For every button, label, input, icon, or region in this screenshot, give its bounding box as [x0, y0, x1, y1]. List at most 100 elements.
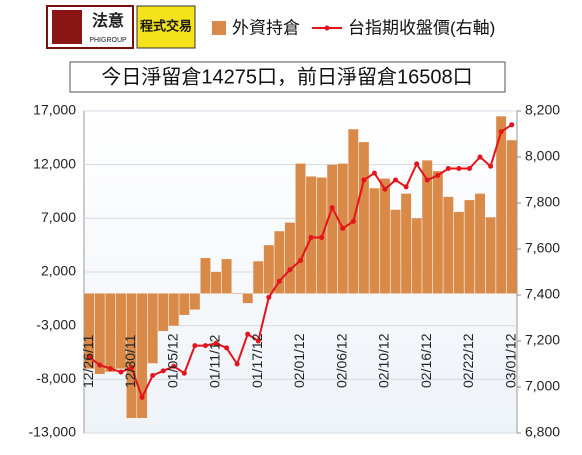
bar: [443, 196, 454, 294]
tagline-box: [136, 5, 196, 49]
x-tick-label: 02/16/12: [418, 333, 434, 388]
line-marker: [382, 186, 388, 192]
bar: [84, 293, 95, 369]
x-tick-label: 02/01/12: [291, 333, 307, 388]
line-marker: [319, 235, 325, 240]
line-marker: [107, 366, 113, 372]
bar: [137, 293, 148, 418]
logo-group: PHIGROUP: [89, 37, 127, 44]
line-marker: [86, 354, 92, 360]
line-marker: [192, 343, 198, 349]
title-box: [69, 61, 506, 93]
logo-name: 法意: [92, 11, 124, 30]
y-tick-label: -3,000: [36, 316, 76, 332]
bar: [506, 140, 517, 294]
y-tick-label: 7,000: [41, 209, 76, 225]
bar: [242, 293, 253, 304]
bar: [115, 293, 126, 369]
x-tick-label: 01/11/12: [207, 334, 223, 388]
line-marker: [361, 177, 367, 183]
y2-tick-label: 7,400: [525, 286, 560, 302]
bar: [168, 293, 179, 326]
legend-label: 台指期收盤價(右軸): [348, 18, 495, 37]
y2-tick-label: 7,000: [525, 378, 560, 394]
line-marker: [308, 235, 314, 240]
y2-tick-label: 8,000: [525, 148, 560, 164]
line-marker: [129, 364, 135, 370]
bar: [179, 293, 190, 315]
line-marker: [213, 340, 219, 346]
bar: [358, 142, 369, 294]
line-marker: [371, 170, 377, 176]
legend-swatch: [212, 21, 226, 35]
line-marker: [97, 362, 103, 368]
line-marker: [488, 163, 494, 169]
line-marker: [414, 161, 420, 167]
line-marker: [329, 205, 335, 211]
bar: [453, 211, 464, 294]
line-marker: [181, 370, 187, 376]
y-tick-label: 2,000: [41, 263, 76, 279]
line-marker: [456, 166, 462, 171]
x-tick-label: 02/22/12: [460, 333, 476, 388]
y2-tick-label: 6,800: [525, 424, 560, 440]
y2-tick-label: 7,600: [525, 240, 560, 256]
x-tick-label: 03/01/12: [502, 333, 518, 388]
line-marker: [118, 369, 124, 375]
line-marker: [160, 368, 166, 374]
line-marker: [255, 338, 261, 344]
bar: [232, 293, 243, 294]
line-marker: [234, 361, 240, 367]
bar: [147, 293, 158, 364]
line-marker: [477, 154, 483, 160]
line-marker: [266, 294, 272, 300]
bar: [464, 200, 475, 294]
y2-tick-label: 8,200: [525, 102, 560, 118]
bar: [432, 171, 443, 294]
line-marker: [466, 166, 472, 171]
line-marker: [393, 177, 399, 183]
bar: [306, 176, 317, 294]
line-marker: [445, 166, 451, 171]
y-tick-label: -8,000: [36, 370, 76, 386]
x-tick-label: 12/30/11: [122, 334, 138, 388]
bar: [200, 258, 211, 294]
line-marker: [424, 177, 430, 183]
x-tick-label: 12/26/11: [80, 334, 96, 388]
line-marker: [245, 331, 251, 337]
bar: [485, 217, 496, 294]
line-marker: [150, 373, 156, 378]
bar: [221, 259, 232, 294]
bar: [126, 293, 137, 418]
line-marker: [509, 122, 515, 128]
bar: [295, 163, 306, 294]
bar: [380, 178, 390, 294]
bar: [411, 218, 422, 294]
y-tick-label: 12,000: [33, 155, 76, 171]
x-tick-label: 01/05/12: [164, 333, 180, 388]
y-tick-label: 17,000: [33, 102, 76, 118]
logo-tagline: 程式交易: [140, 18, 192, 33]
line-marker: [287, 267, 293, 273]
bar: [369, 188, 380, 294]
bar: [274, 231, 285, 294]
line-marker: [139, 394, 145, 400]
legend-marker: [324, 25, 330, 31]
line-marker: [224, 345, 230, 351]
bar: [263, 245, 274, 294]
legend-label: 外資持倉: [232, 18, 300, 37]
bar: [348, 129, 359, 294]
x-tick-label: 02/06/12: [333, 333, 349, 388]
line-marker: [276, 278, 282, 284]
bar: [105, 293, 116, 372]
line-marker: [435, 172, 441, 178]
bar: [401, 193, 412, 294]
line-marker: [171, 363, 177, 369]
bar: [211, 272, 221, 294]
line-marker: [403, 184, 409, 190]
bar: [253, 261, 264, 294]
logo-icon: [52, 10, 82, 44]
bar: [94, 293, 105, 374]
line-marker: [350, 218, 356, 224]
